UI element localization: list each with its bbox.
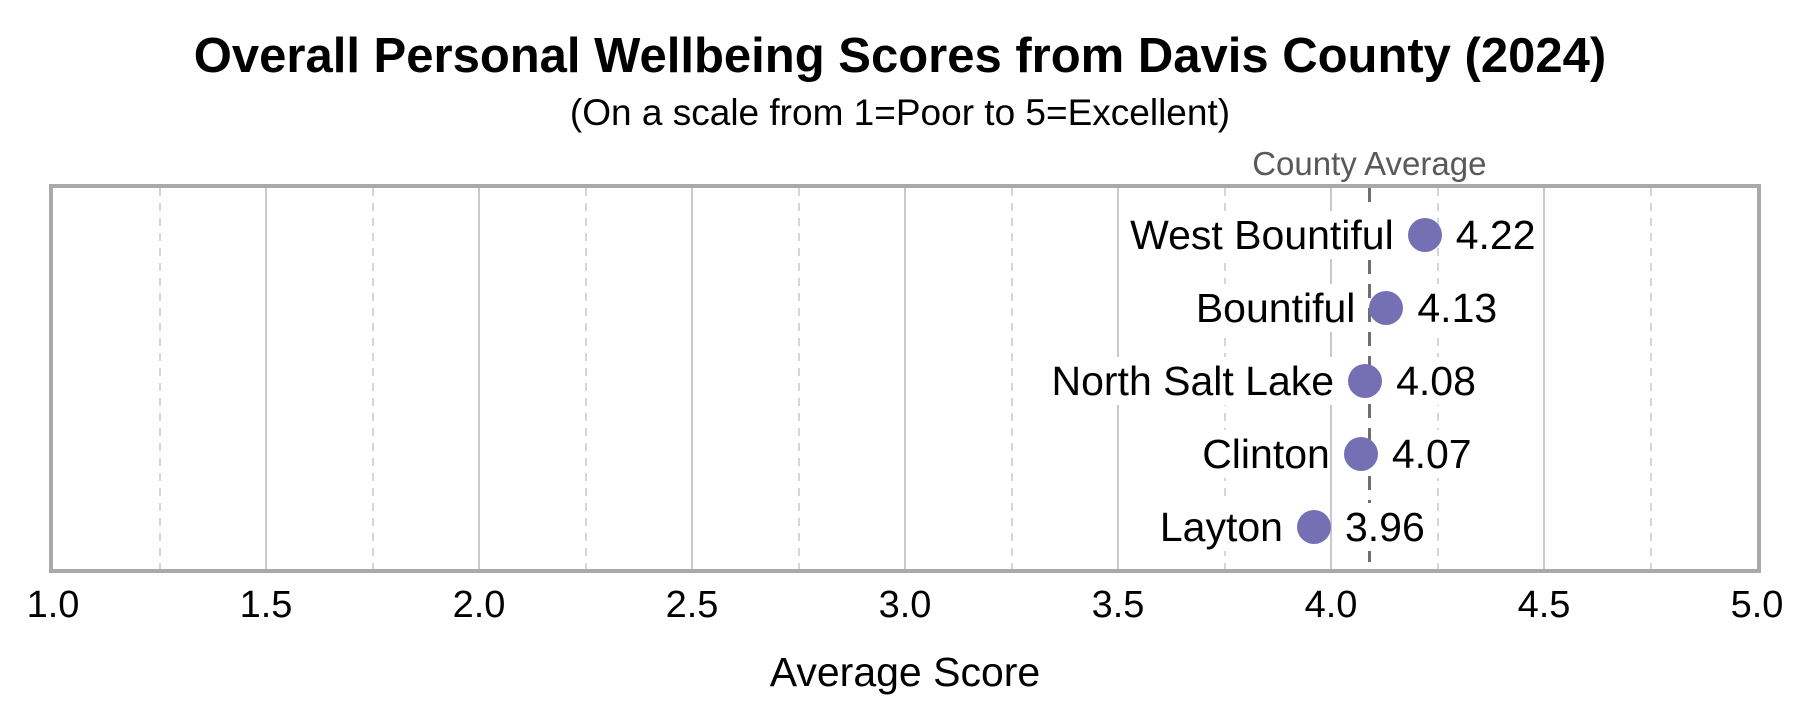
chart-subtitle: (On a scale from 1=Poor to 5=Excellent)	[569, 92, 1231, 133]
chart-title: Overall Personal Wellbeing Scores from D…	[193, 29, 1607, 83]
gridline-minor	[1010, 188, 1013, 569]
x-tick-label: 2.0	[452, 584, 506, 626]
x-tick-label: 5.0	[1730, 584, 1784, 626]
x-axis-title: Average Score	[769, 649, 1041, 695]
gridline-minor	[584, 188, 587, 569]
x-tick-label: 3.5	[1091, 584, 1145, 626]
gridline-minor	[371, 188, 374, 569]
gridline-major	[904, 188, 906, 569]
data-point-dot	[1369, 291, 1404, 325]
reference-line-label: County Average	[1252, 145, 1487, 182]
x-tick-label: 4.5	[1517, 584, 1571, 626]
data-point-dot	[1348, 364, 1383, 398]
category-label: Clinton	[1202, 430, 1330, 478]
gridline-minor	[797, 188, 800, 569]
x-tick-label: 2.5	[665, 584, 719, 626]
category-label: North Salt Lake	[1051, 357, 1335, 405]
value-label: 4.13	[1417, 284, 1498, 332]
x-tick-label: 4.0	[1304, 584, 1358, 626]
data-point-dot	[1343, 437, 1378, 471]
category-label: West Bountiful	[1130, 211, 1394, 259]
data-point-dot	[1407, 218, 1442, 252]
x-tick-label: 1.5	[239, 584, 293, 626]
value-label: 4.08	[1396, 357, 1476, 405]
data-point-dot	[1296, 510, 1331, 544]
value-label: 4.22	[1455, 211, 1536, 259]
gridline-major	[478, 188, 480, 569]
plot-area: West Bountiful 4.22 Bountiful 4.13 North Sal…	[49, 184, 1761, 573]
category-label: Layton	[1159, 503, 1283, 551]
value-label: 3.96	[1344, 503, 1425, 551]
value-label: 4.07	[1391, 430, 1472, 478]
gridline-major	[1543, 188, 1545, 569]
gridline-minor	[158, 188, 161, 569]
x-tick-label: 3.0	[878, 584, 932, 626]
category-label: Bountiful	[1195, 284, 1356, 332]
x-tick-label: 1.0	[26, 584, 80, 626]
gridline-major	[265, 188, 267, 569]
gridline-minor	[1649, 188, 1652, 569]
gridline-major	[691, 188, 693, 569]
